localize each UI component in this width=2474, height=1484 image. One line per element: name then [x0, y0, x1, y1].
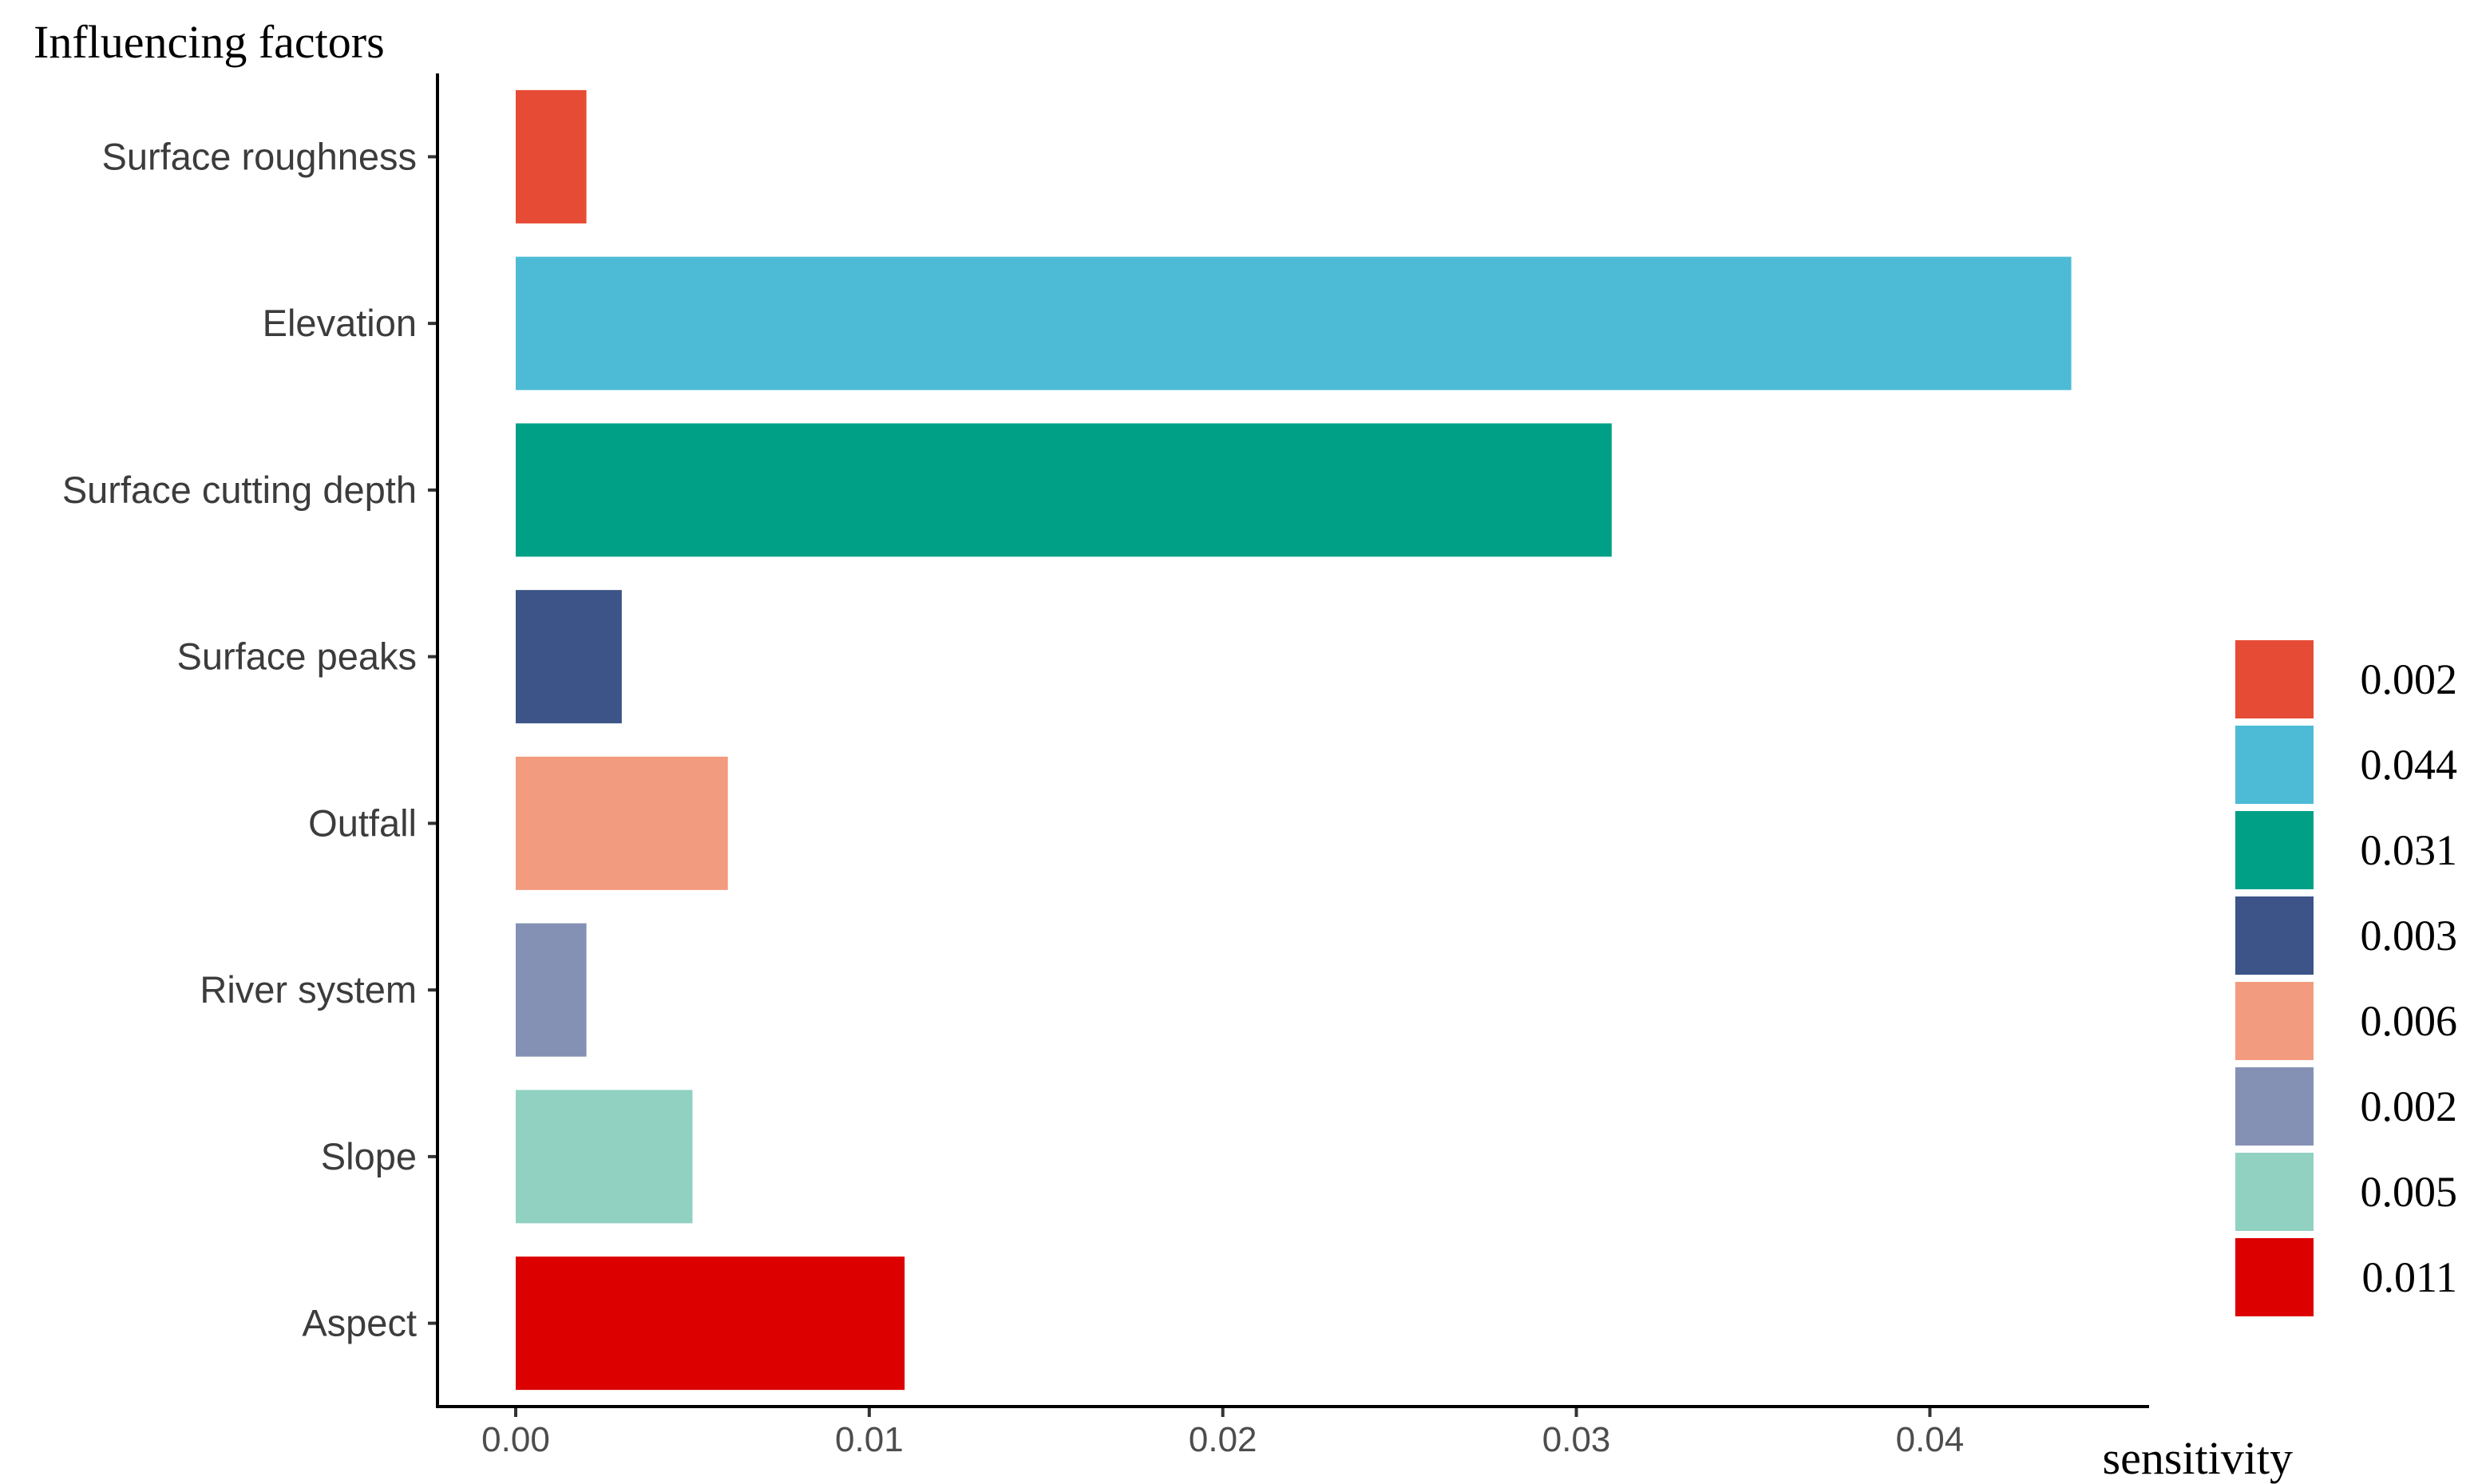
- legend-swatch: [2235, 1238, 2314, 1316]
- y-tick-label: Surface cutting depth: [62, 469, 417, 511]
- bar-surface-cutting-depth: [516, 423, 1612, 557]
- legend-swatch: [2235, 982, 2314, 1060]
- bar-elevation: [516, 256, 2072, 390]
- bars-group: [516, 89, 2072, 1391]
- y-tick-label: Aspect: [302, 1302, 417, 1344]
- legend-label: 0.002: [2361, 655, 2458, 703]
- x-tick-label: 0.01: [835, 1420, 904, 1459]
- legend-swatch: [2235, 726, 2314, 804]
- y-tick-label: Surface peaks: [177, 635, 417, 678]
- x-tick-label: 0.03: [1542, 1420, 1611, 1459]
- y-tick-label: Outfall: [308, 801, 417, 844]
- y-axis-title: Influencing factors: [34, 16, 385, 68]
- legend-swatch: [2235, 811, 2314, 889]
- legend-label: 0.011: [2362, 1253, 2458, 1301]
- legend-label: 0.005: [2361, 1168, 2458, 1216]
- x-axis-title: sensitivity: [2103, 1432, 2293, 1484]
- legend: 0.002 0.044 0.031 0.003 0.006 0.002 0.005 0.011: [2235, 640, 2457, 1316]
- y-tick-label: Elevation: [263, 302, 417, 344]
- y-tick-label: Slope: [321, 1135, 417, 1177]
- legend-label: 0.044: [2361, 741, 2458, 789]
- bar-slope: [516, 1090, 693, 1224]
- legend-swatch: [2235, 1067, 2314, 1146]
- legend-swatch: [2235, 896, 2314, 975]
- bar-river-system: [516, 923, 587, 1057]
- y-tick-label: River system: [200, 968, 417, 1011]
- y-axis-ticks: Surface roughness Elevation Surface cuttin…: [62, 135, 437, 1344]
- x-tick-label: 0.02: [1189, 1420, 1257, 1459]
- legend-label: 0.031: [2361, 826, 2458, 874]
- legend-label: 0.002: [2361, 1082, 2458, 1130]
- bar-outfall: [516, 756, 728, 890]
- x-tick-label: 0.04: [1896, 1420, 1965, 1459]
- legend-swatch: [2235, 640, 2314, 718]
- y-tick-label: Surface roughness: [101, 135, 417, 177]
- bar-surface-roughness: [516, 89, 587, 224]
- bar-aspect: [516, 1256, 905, 1391]
- x-tick-label: 0.00: [481, 1420, 550, 1459]
- legend-label: 0.003: [2361, 912, 2458, 960]
- legend-label: 0.006: [2361, 997, 2458, 1045]
- x-axis-ticks: 0.00 0.01 0.02 0.03 0.04: [481, 1407, 1964, 1459]
- legend-swatch: [2235, 1153, 2314, 1231]
- bar-surface-peaks: [516, 590, 622, 724]
